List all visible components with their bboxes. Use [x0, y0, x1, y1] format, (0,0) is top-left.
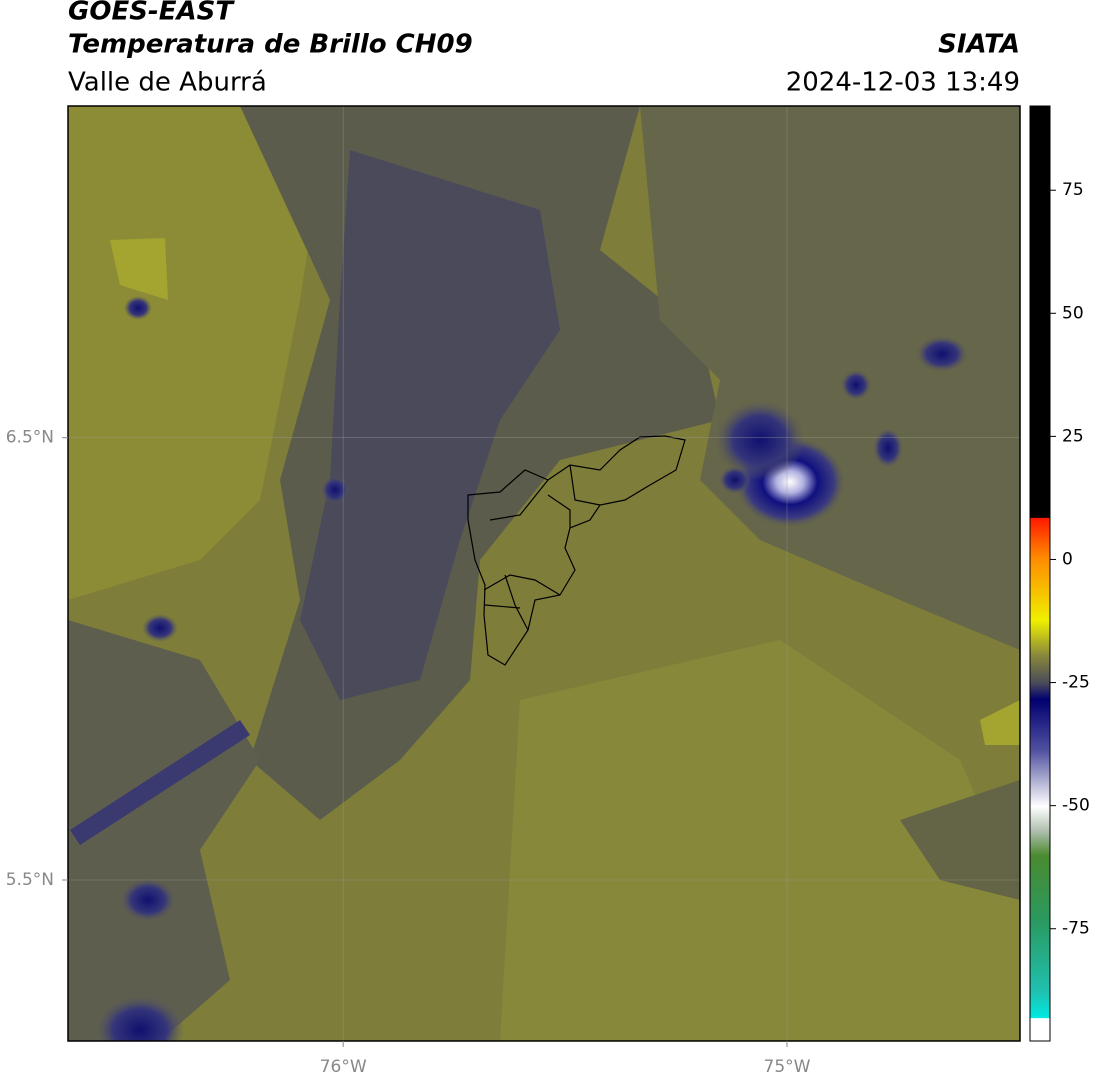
graticule	[68, 106, 1020, 1041]
datetime: 2024-12-03 13:49	[786, 68, 1020, 98]
colorbar-tick-label: 25	[1062, 426, 1084, 446]
x-tick-label: 75°W	[764, 1057, 811, 1077]
subtitle: Temperatura de Brillo CH09	[68, 30, 473, 60]
colorbar-tick-label: -25	[1062, 673, 1090, 693]
region: Valle de Aburrá	[68, 68, 267, 98]
y-tick-label: 5.5°N	[6, 870, 54, 890]
colorbar-tick-label: -50	[1062, 796, 1090, 816]
map-frame	[67, 105, 1021, 1042]
colorbar-tick-label: 50	[1062, 303, 1084, 323]
colorbar	[1029, 105, 1051, 1042]
title: GOES-EAST	[68, 0, 235, 27]
colorbar-tick-label: 75	[1062, 180, 1084, 200]
y-tick-label: 6.5°N	[6, 428, 54, 448]
colorbar-tick-label: -75	[1062, 919, 1090, 939]
source: SIATA	[938, 30, 1020, 60]
map-image	[68, 106, 1020, 1041]
x-tick-label: 76°W	[320, 1057, 367, 1077]
colorbar-tick-label: 0	[1062, 549, 1073, 569]
